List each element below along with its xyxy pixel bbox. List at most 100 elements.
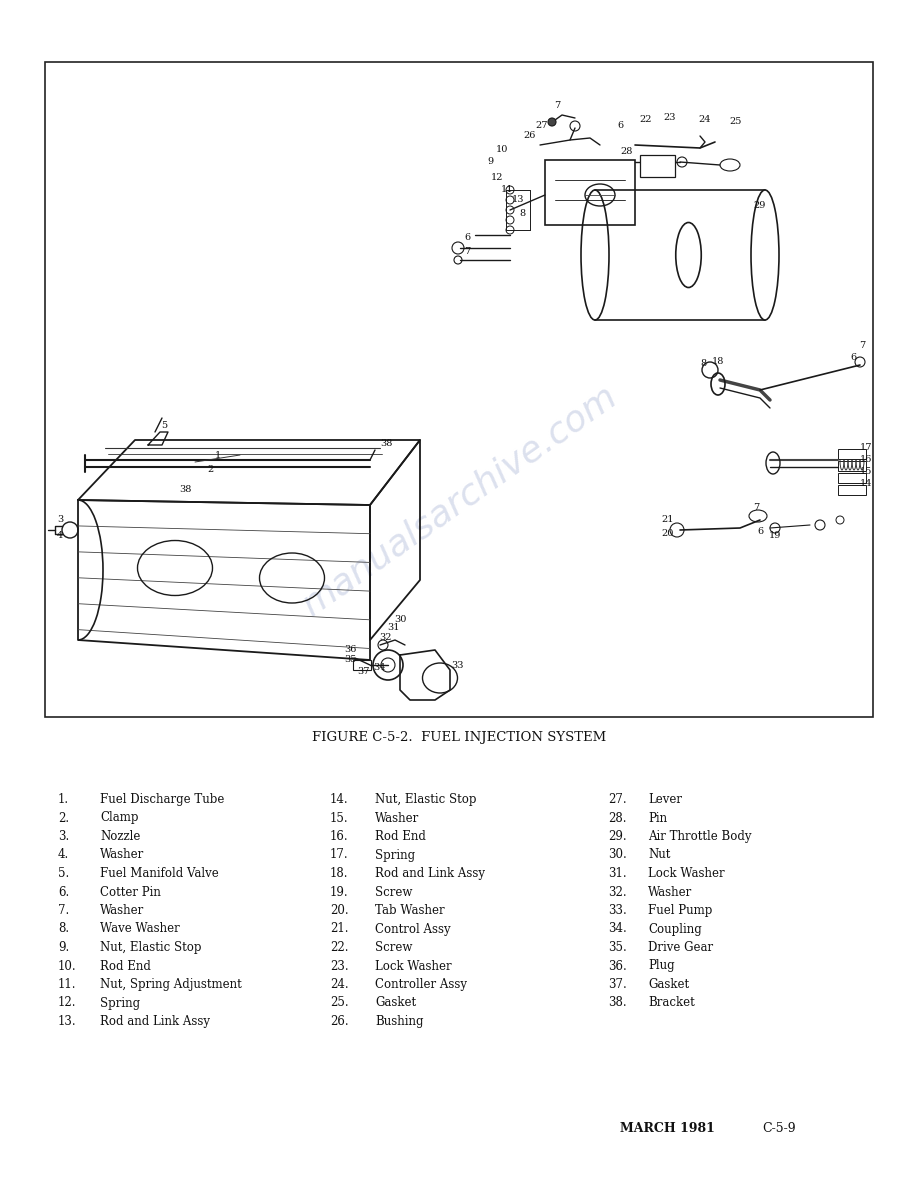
Text: 31: 31 bbox=[386, 624, 399, 632]
Text: 1.: 1. bbox=[58, 793, 69, 806]
Text: 37: 37 bbox=[358, 668, 370, 676]
Text: Bracket: Bracket bbox=[648, 997, 695, 1010]
Text: 23.: 23. bbox=[330, 959, 349, 972]
Text: Lock Washer: Lock Washer bbox=[648, 867, 724, 880]
Text: Clamp: Clamp bbox=[100, 811, 139, 824]
Text: 33.: 33. bbox=[608, 905, 627, 916]
Text: Screw: Screw bbox=[375, 886, 412, 899]
Text: 7: 7 bbox=[464, 247, 470, 257]
Text: Cotter Pin: Cotter Pin bbox=[100, 886, 161, 899]
Text: 2: 2 bbox=[207, 465, 213, 475]
Text: Gasket: Gasket bbox=[648, 978, 689, 991]
Text: 7: 7 bbox=[554, 102, 560, 110]
Text: 12.: 12. bbox=[58, 997, 76, 1010]
Text: Lever: Lever bbox=[648, 793, 682, 806]
Text: Fuel Discharge Tube: Fuel Discharge Tube bbox=[100, 793, 224, 806]
Text: Plug: Plug bbox=[648, 959, 675, 972]
Text: 34: 34 bbox=[374, 663, 386, 673]
Text: 14: 14 bbox=[860, 480, 872, 489]
Text: 23: 23 bbox=[664, 114, 677, 122]
Text: Gasket: Gasket bbox=[375, 997, 416, 1010]
Bar bbox=[838, 472, 866, 483]
Bar bbox=[640, 155, 675, 176]
Text: Rod End: Rod End bbox=[100, 959, 151, 972]
Text: 7: 7 bbox=[859, 341, 865, 349]
Text: Washer: Washer bbox=[375, 811, 420, 824]
Text: Rod and Link Assy: Rod and Link Assy bbox=[375, 867, 485, 880]
Text: 1: 1 bbox=[215, 451, 221, 461]
Text: 15.: 15. bbox=[330, 811, 349, 824]
Text: 6: 6 bbox=[850, 354, 856, 362]
Text: 4.: 4. bbox=[58, 849, 69, 862]
Text: Air Throttle Body: Air Throttle Body bbox=[648, 830, 752, 843]
Text: Rod and Link Assy: Rod and Link Assy bbox=[100, 1015, 210, 1028]
Text: Bushing: Bushing bbox=[375, 1015, 423, 1028]
Text: 19: 19 bbox=[768, 532, 781, 541]
Text: 6: 6 bbox=[757, 528, 763, 536]
Text: 18: 18 bbox=[711, 358, 724, 367]
Text: 33: 33 bbox=[452, 661, 465, 669]
Text: 20.: 20. bbox=[330, 905, 349, 916]
Bar bbox=[838, 485, 866, 495]
Text: Pin: Pin bbox=[648, 811, 667, 824]
Text: 11.: 11. bbox=[58, 978, 76, 991]
Text: manualsarchive.com: manualsarchive.com bbox=[297, 378, 624, 622]
Text: Spring: Spring bbox=[100, 997, 140, 1010]
Text: 3: 3 bbox=[57, 515, 63, 525]
Text: Nut, Elastic Stop: Nut, Elastic Stop bbox=[100, 941, 201, 954]
Bar bbox=[545, 160, 635, 225]
Text: 35.: 35. bbox=[608, 941, 627, 954]
Text: 12: 12 bbox=[491, 173, 503, 181]
Text: 9.: 9. bbox=[58, 941, 69, 954]
Text: 30.: 30. bbox=[608, 849, 627, 862]
Text: 13: 13 bbox=[511, 195, 524, 205]
Bar bbox=[45, 62, 873, 718]
Text: MARCH 1981: MARCH 1981 bbox=[620, 1121, 715, 1134]
Text: 7: 7 bbox=[753, 503, 759, 513]
Text: 6.: 6. bbox=[58, 886, 69, 899]
Text: Washer: Washer bbox=[100, 905, 144, 916]
Text: 8: 8 bbox=[519, 208, 525, 218]
Text: Lock Washer: Lock Washer bbox=[375, 959, 452, 972]
Text: 6: 6 bbox=[617, 122, 623, 130]
Text: 24.: 24. bbox=[330, 978, 349, 991]
Text: 22.: 22. bbox=[330, 941, 349, 954]
Text: 36.: 36. bbox=[608, 959, 627, 972]
Text: Rod End: Rod End bbox=[375, 830, 426, 843]
Text: 31.: 31. bbox=[608, 867, 627, 880]
Text: 38: 38 bbox=[179, 485, 191, 495]
Text: 26.: 26. bbox=[330, 1015, 349, 1028]
Text: 36: 36 bbox=[344, 645, 356, 655]
Text: 24: 24 bbox=[699, 116, 711, 124]
Text: 17: 17 bbox=[860, 444, 872, 452]
Text: Fuel Manifold Valve: Fuel Manifold Valve bbox=[100, 867, 218, 880]
Text: 32.: 32. bbox=[608, 886, 627, 899]
Text: Controller Assy: Controller Assy bbox=[375, 978, 467, 991]
Text: Nut, Spring Adjustment: Nut, Spring Adjustment bbox=[100, 978, 241, 991]
Text: 28: 28 bbox=[621, 148, 633, 156]
Text: 29.: 29. bbox=[608, 830, 627, 843]
Text: Control Assy: Control Assy bbox=[375, 922, 451, 935]
Text: 10: 10 bbox=[496, 146, 509, 154]
Text: 11: 11 bbox=[500, 185, 513, 193]
Text: 19.: 19. bbox=[330, 886, 349, 899]
Text: 4: 4 bbox=[57, 530, 63, 540]
Text: 32: 32 bbox=[380, 633, 392, 643]
Text: 2.: 2. bbox=[58, 811, 69, 824]
Text: Drive Gear: Drive Gear bbox=[648, 941, 713, 954]
Text: 25: 25 bbox=[730, 117, 742, 127]
Text: 29: 29 bbox=[754, 200, 767, 210]
Text: 21.: 21. bbox=[330, 922, 349, 935]
Text: 10.: 10. bbox=[58, 959, 76, 972]
Text: C-5-9: C-5-9 bbox=[762, 1121, 796, 1134]
Text: 38.: 38. bbox=[608, 997, 627, 1010]
Text: 35: 35 bbox=[344, 656, 356, 664]
Text: 21: 21 bbox=[662, 515, 674, 525]
Text: 34.: 34. bbox=[608, 922, 627, 935]
Text: Nut, Elastic Stop: Nut, Elastic Stop bbox=[375, 793, 476, 806]
Ellipse shape bbox=[751, 189, 779, 320]
Text: 28.: 28. bbox=[608, 811, 626, 824]
Text: Spring: Spring bbox=[375, 849, 415, 862]
Text: 5: 5 bbox=[161, 422, 167, 431]
Circle shape bbox=[548, 118, 556, 126]
